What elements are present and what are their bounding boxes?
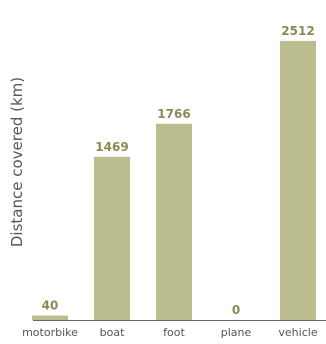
bar-boat (94, 156, 130, 320)
x-tick-label-motorbike: motorbike (22, 326, 78, 339)
x-tick-label-boat: boat (100, 326, 125, 339)
data-label-foot: 1766 (157, 107, 190, 121)
data-label-plane: 0 (232, 303, 240, 317)
data-label-boat: 1469 (95, 140, 128, 154)
bar-foot (156, 123, 192, 321)
x-tick-label-foot: foot (163, 326, 185, 339)
x-tick-label-plane: plane (221, 326, 252, 339)
bar-motorbike (32, 315, 68, 320)
x-tick-label-vehicle: vehicle (278, 326, 317, 339)
y-axis-label: Distance covered (km) (8, 77, 26, 247)
bar-vehicle (280, 40, 316, 321)
data-label-vehicle: 2512 (281, 24, 314, 38)
data-label-motorbike: 40 (42, 299, 59, 313)
